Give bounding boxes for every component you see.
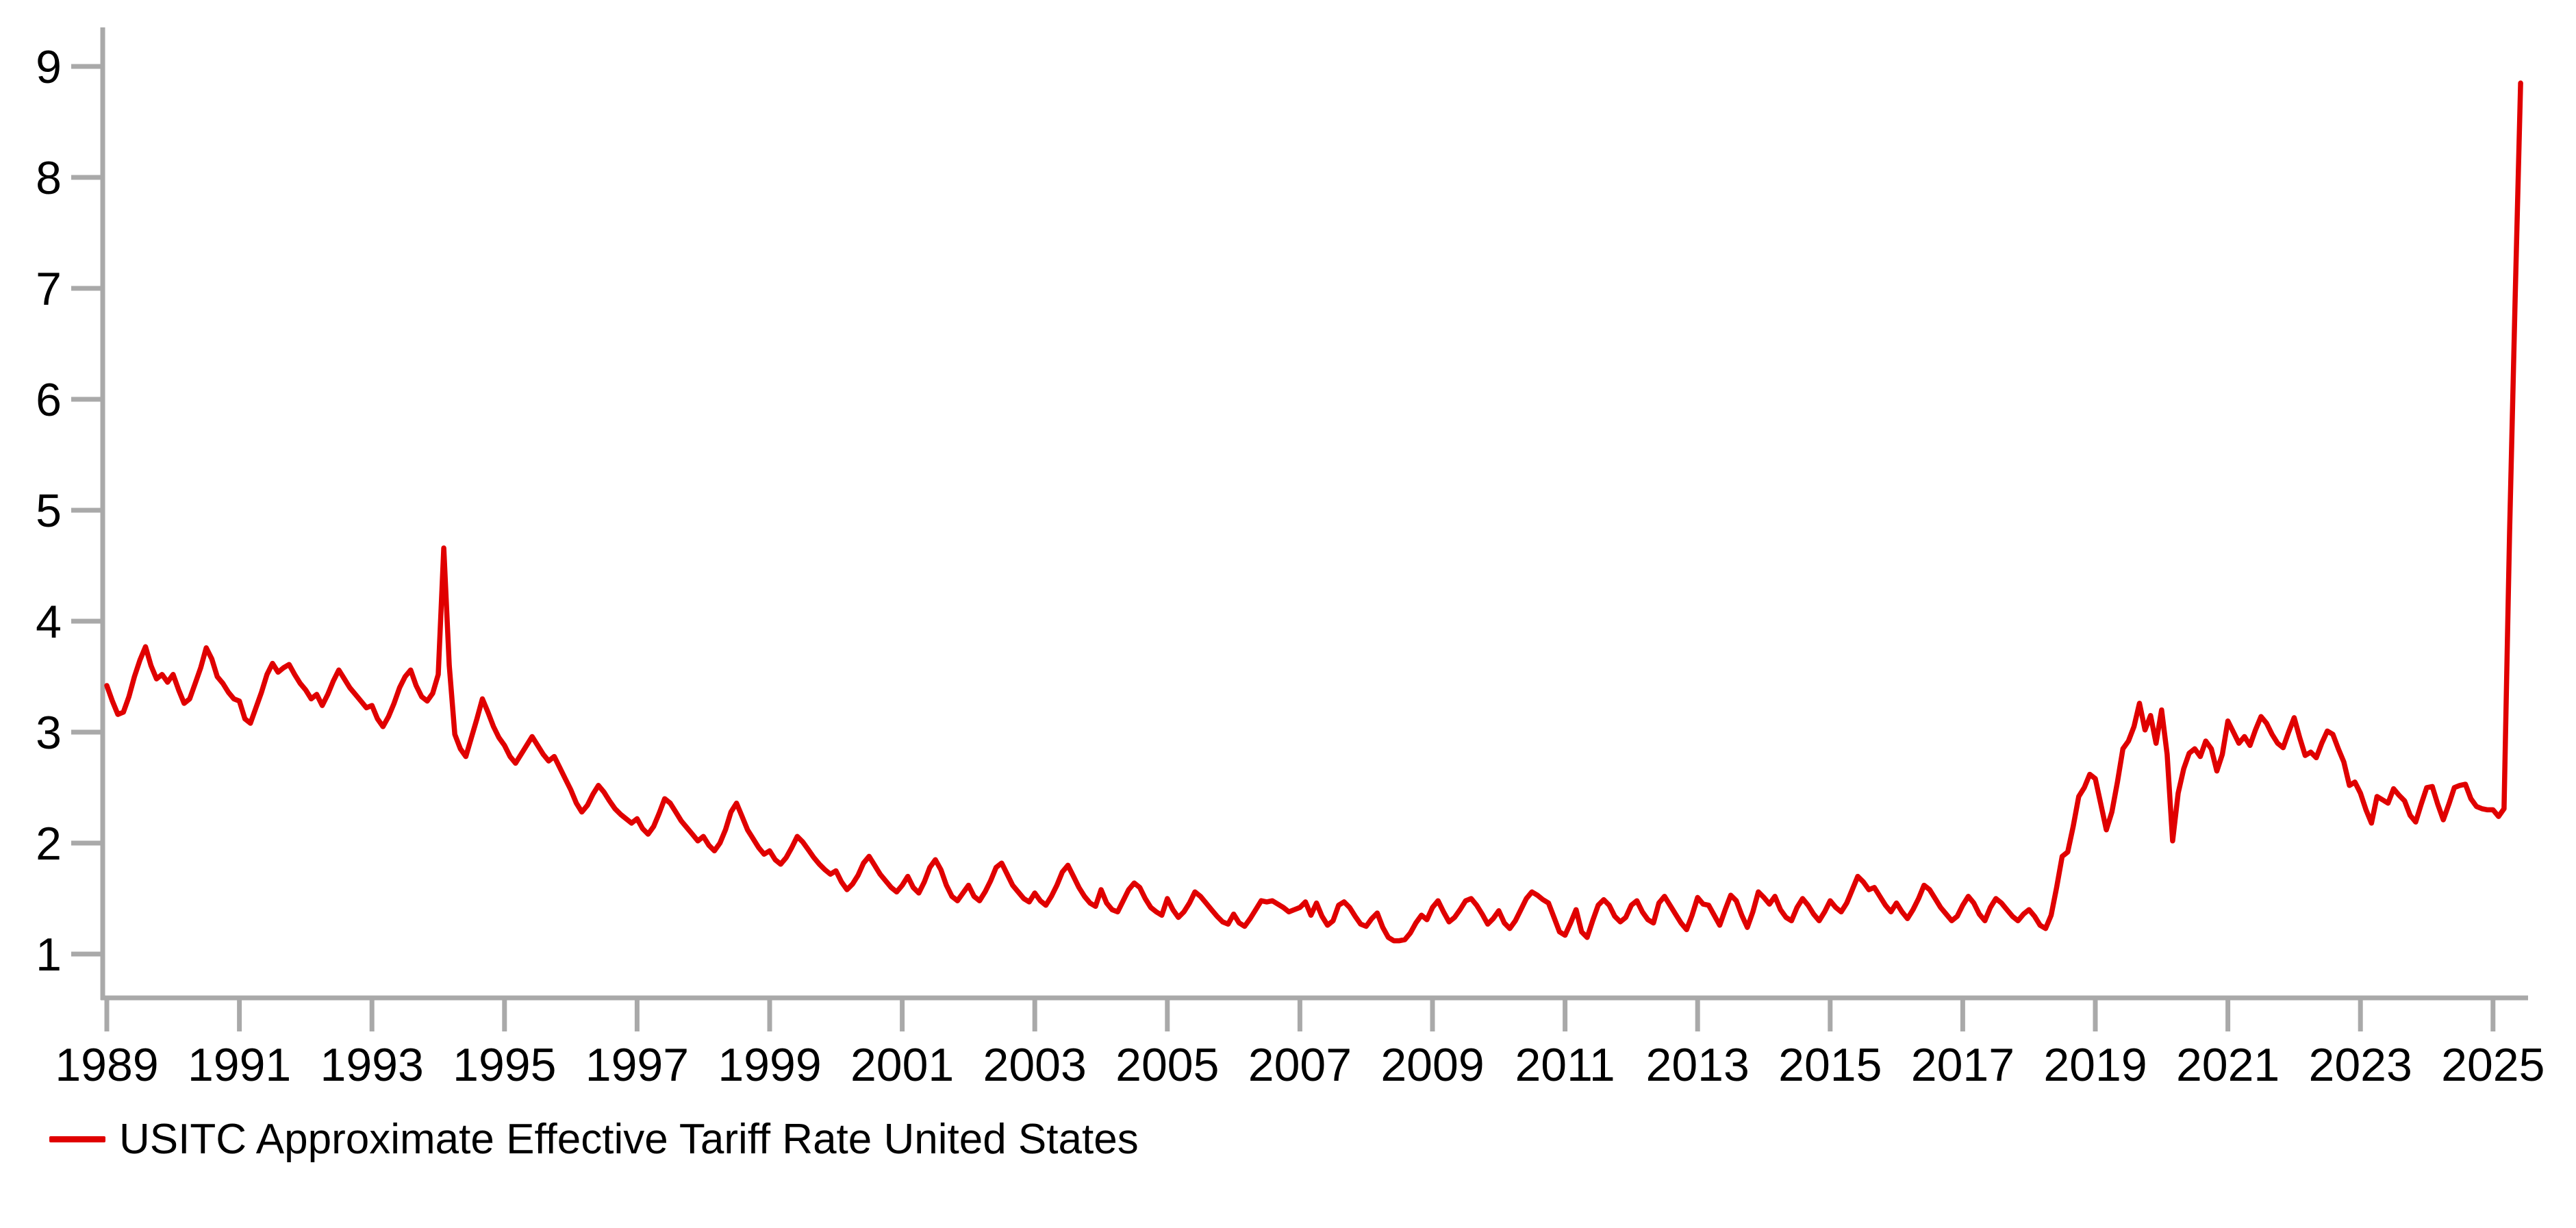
x-tick-label: 2021 bbox=[2176, 1039, 2280, 1091]
x-tick-label: 2025 bbox=[2441, 1039, 2545, 1091]
x-tick-label: 2009 bbox=[1380, 1039, 1484, 1091]
x-tick-label: 2015 bbox=[1778, 1039, 1882, 1091]
x-tick-label: 2019 bbox=[2043, 1039, 2147, 1091]
x-tick-label: 2011 bbox=[1515, 1039, 1615, 1091]
x-tick-label: 2007 bbox=[1248, 1039, 1352, 1091]
x-tick-label: 1989 bbox=[55, 1039, 158, 1091]
legend: USITC Approximate Effective Tariff Rate … bbox=[49, 1115, 1139, 1164]
legend-line-swatch bbox=[49, 1136, 105, 1142]
x-tick-label: 2023 bbox=[2309, 1039, 2412, 1091]
y-tick-label: 5 bbox=[36, 485, 62, 537]
y-tick-label: 4 bbox=[36, 596, 62, 648]
y-tick-label: 6 bbox=[36, 374, 62, 426]
legend-label: USITC Approximate Effective Tariff Rate … bbox=[119, 1116, 1139, 1163]
x-tick-label: 1995 bbox=[453, 1039, 556, 1091]
x-tick-label: 1999 bbox=[718, 1039, 821, 1091]
y-axis-ticks bbox=[71, 64, 101, 957]
y-tick-label: 9 bbox=[36, 41, 62, 93]
x-tick-label: 2001 bbox=[850, 1039, 954, 1091]
x-axis-ticks bbox=[104, 1000, 2496, 1031]
x-tick-label: 2005 bbox=[1115, 1039, 1219, 1091]
y-axis-labels: 1 2 3 4 5 6 7 8 9 bbox=[36, 41, 62, 981]
x-tick-label: 1997 bbox=[585, 1039, 689, 1091]
x-tick-label: 1993 bbox=[320, 1039, 424, 1091]
x-tick-label: 2017 bbox=[1911, 1039, 2015, 1091]
y-tick-label: 3 bbox=[36, 707, 62, 759]
y-tick-label: 7 bbox=[36, 263, 62, 315]
y-tick-label: 2 bbox=[36, 818, 62, 870]
x-tick-label: 1991 bbox=[188, 1039, 291, 1091]
y-tick-label: 8 bbox=[36, 152, 62, 204]
x-tick-label: 2013 bbox=[1646, 1039, 1750, 1091]
x-axis-labels: 1989 1991 1993 1995 1997 1999 2001 2003 2005 2007… bbox=[55, 1039, 2545, 1091]
tariff-rate-line bbox=[104, 80, 2523, 944]
y-tick-label: 1 bbox=[36, 929, 62, 981]
x-tick-label: 2003 bbox=[983, 1039, 1087, 1091]
